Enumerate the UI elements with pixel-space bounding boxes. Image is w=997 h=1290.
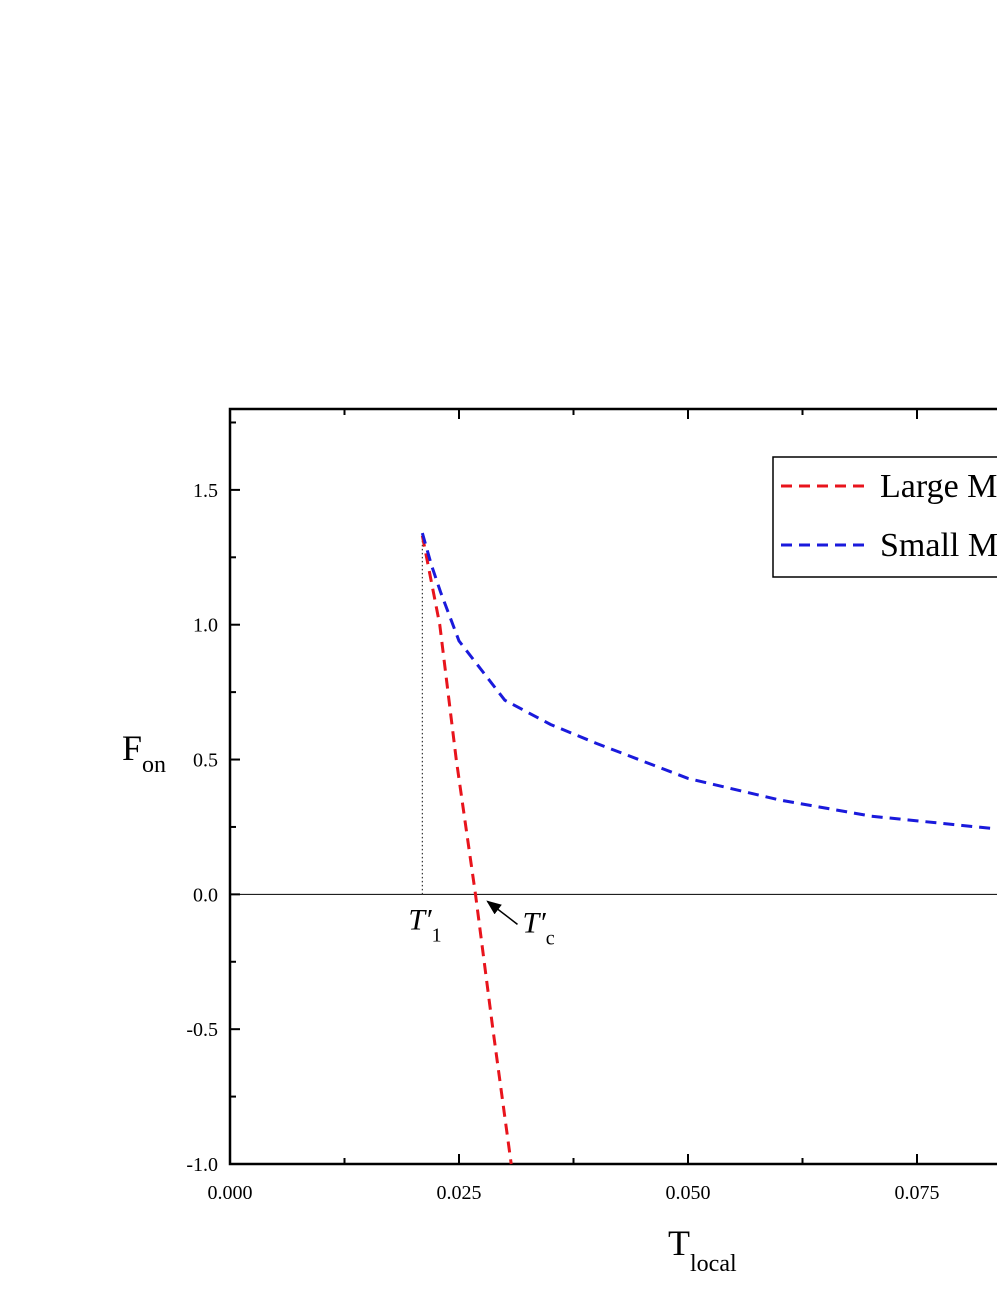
y-tick-label: -0.5 xyxy=(186,1019,218,1041)
x-tick-label: 0.050 xyxy=(666,1182,711,1204)
annotation-arrow xyxy=(486,900,518,925)
x-tick-label: 0.000 xyxy=(208,1182,253,1204)
y-axis-label: Fon xyxy=(122,728,166,778)
series-line xyxy=(420,532,991,830)
annotation: T′c xyxy=(522,906,554,949)
y-tick-label: 0.0 xyxy=(193,884,218,906)
y-label-main: F xyxy=(122,728,142,768)
y-tick-label: 1.0 xyxy=(193,615,218,637)
annotation-main: T′ xyxy=(408,903,432,936)
legend-label: Small M xyxy=(880,527,997,564)
y-tick-label: -1.0 xyxy=(186,1154,218,1176)
annotation-sub: c xyxy=(546,927,555,949)
annotation-main: T′ xyxy=(522,906,546,939)
x-tick-label: 0.025 xyxy=(437,1182,482,1204)
legend-label: Large M xyxy=(880,468,997,505)
y-tick-label: 1.5 xyxy=(193,480,218,502)
annotation-sub: 1 xyxy=(432,924,442,946)
x-axis-label: Tlocal xyxy=(668,1223,737,1277)
x-tick-label: 0.075 xyxy=(895,1182,940,1204)
annotation: T′1 xyxy=(408,903,441,946)
x-label-sub: local xyxy=(690,1251,737,1277)
x-label-main: T xyxy=(668,1223,690,1263)
y-label-sub: on xyxy=(142,752,166,778)
series-line xyxy=(420,535,513,1165)
legend-box xyxy=(772,456,997,578)
y-tick-label: 0.5 xyxy=(193,750,218,772)
